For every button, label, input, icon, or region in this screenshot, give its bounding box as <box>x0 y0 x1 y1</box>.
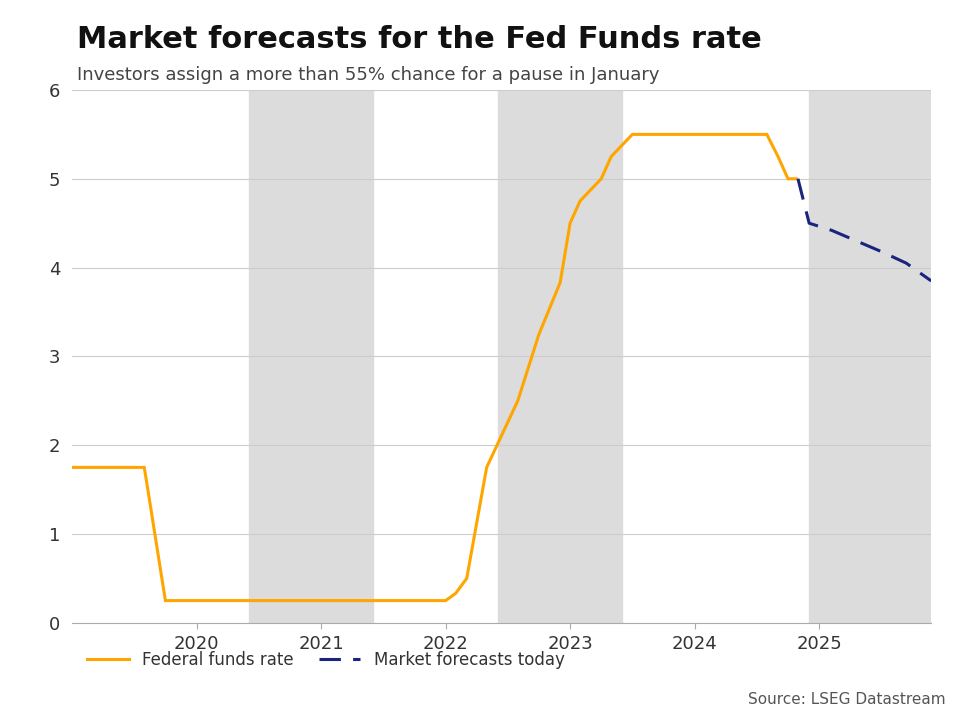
Text: Market forecasts for the Fed Funds rate: Market forecasts for the Fed Funds rate <box>77 25 761 54</box>
Text: Source: LSEG Datastream: Source: LSEG Datastream <box>748 692 946 707</box>
Bar <box>498 90 622 623</box>
Legend: Federal funds rate, Market forecasts today: Federal funds rate, Market forecasts tod… <box>81 644 571 676</box>
Bar <box>249 90 373 623</box>
Text: Investors assign a more than 55% chance for a pause in January: Investors assign a more than 55% chance … <box>77 66 660 84</box>
Bar <box>809 90 931 623</box>
